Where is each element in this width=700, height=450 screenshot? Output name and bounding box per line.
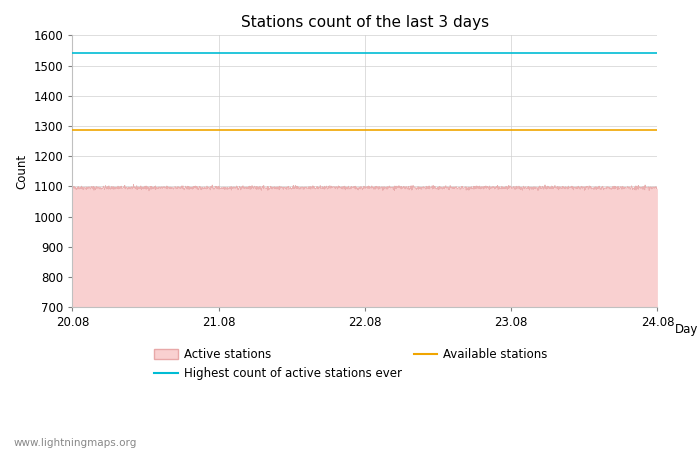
Y-axis label: Count: Count [15, 154, 28, 189]
Legend: Active stations, Highest count of active stations ever, Available stations: Active stations, Highest count of active… [154, 348, 547, 380]
X-axis label: Day: Day [675, 324, 699, 337]
Title: Stations count of the last 3 days: Stations count of the last 3 days [241, 15, 489, 30]
Text: www.lightningmaps.org: www.lightningmaps.org [14, 438, 137, 448]
